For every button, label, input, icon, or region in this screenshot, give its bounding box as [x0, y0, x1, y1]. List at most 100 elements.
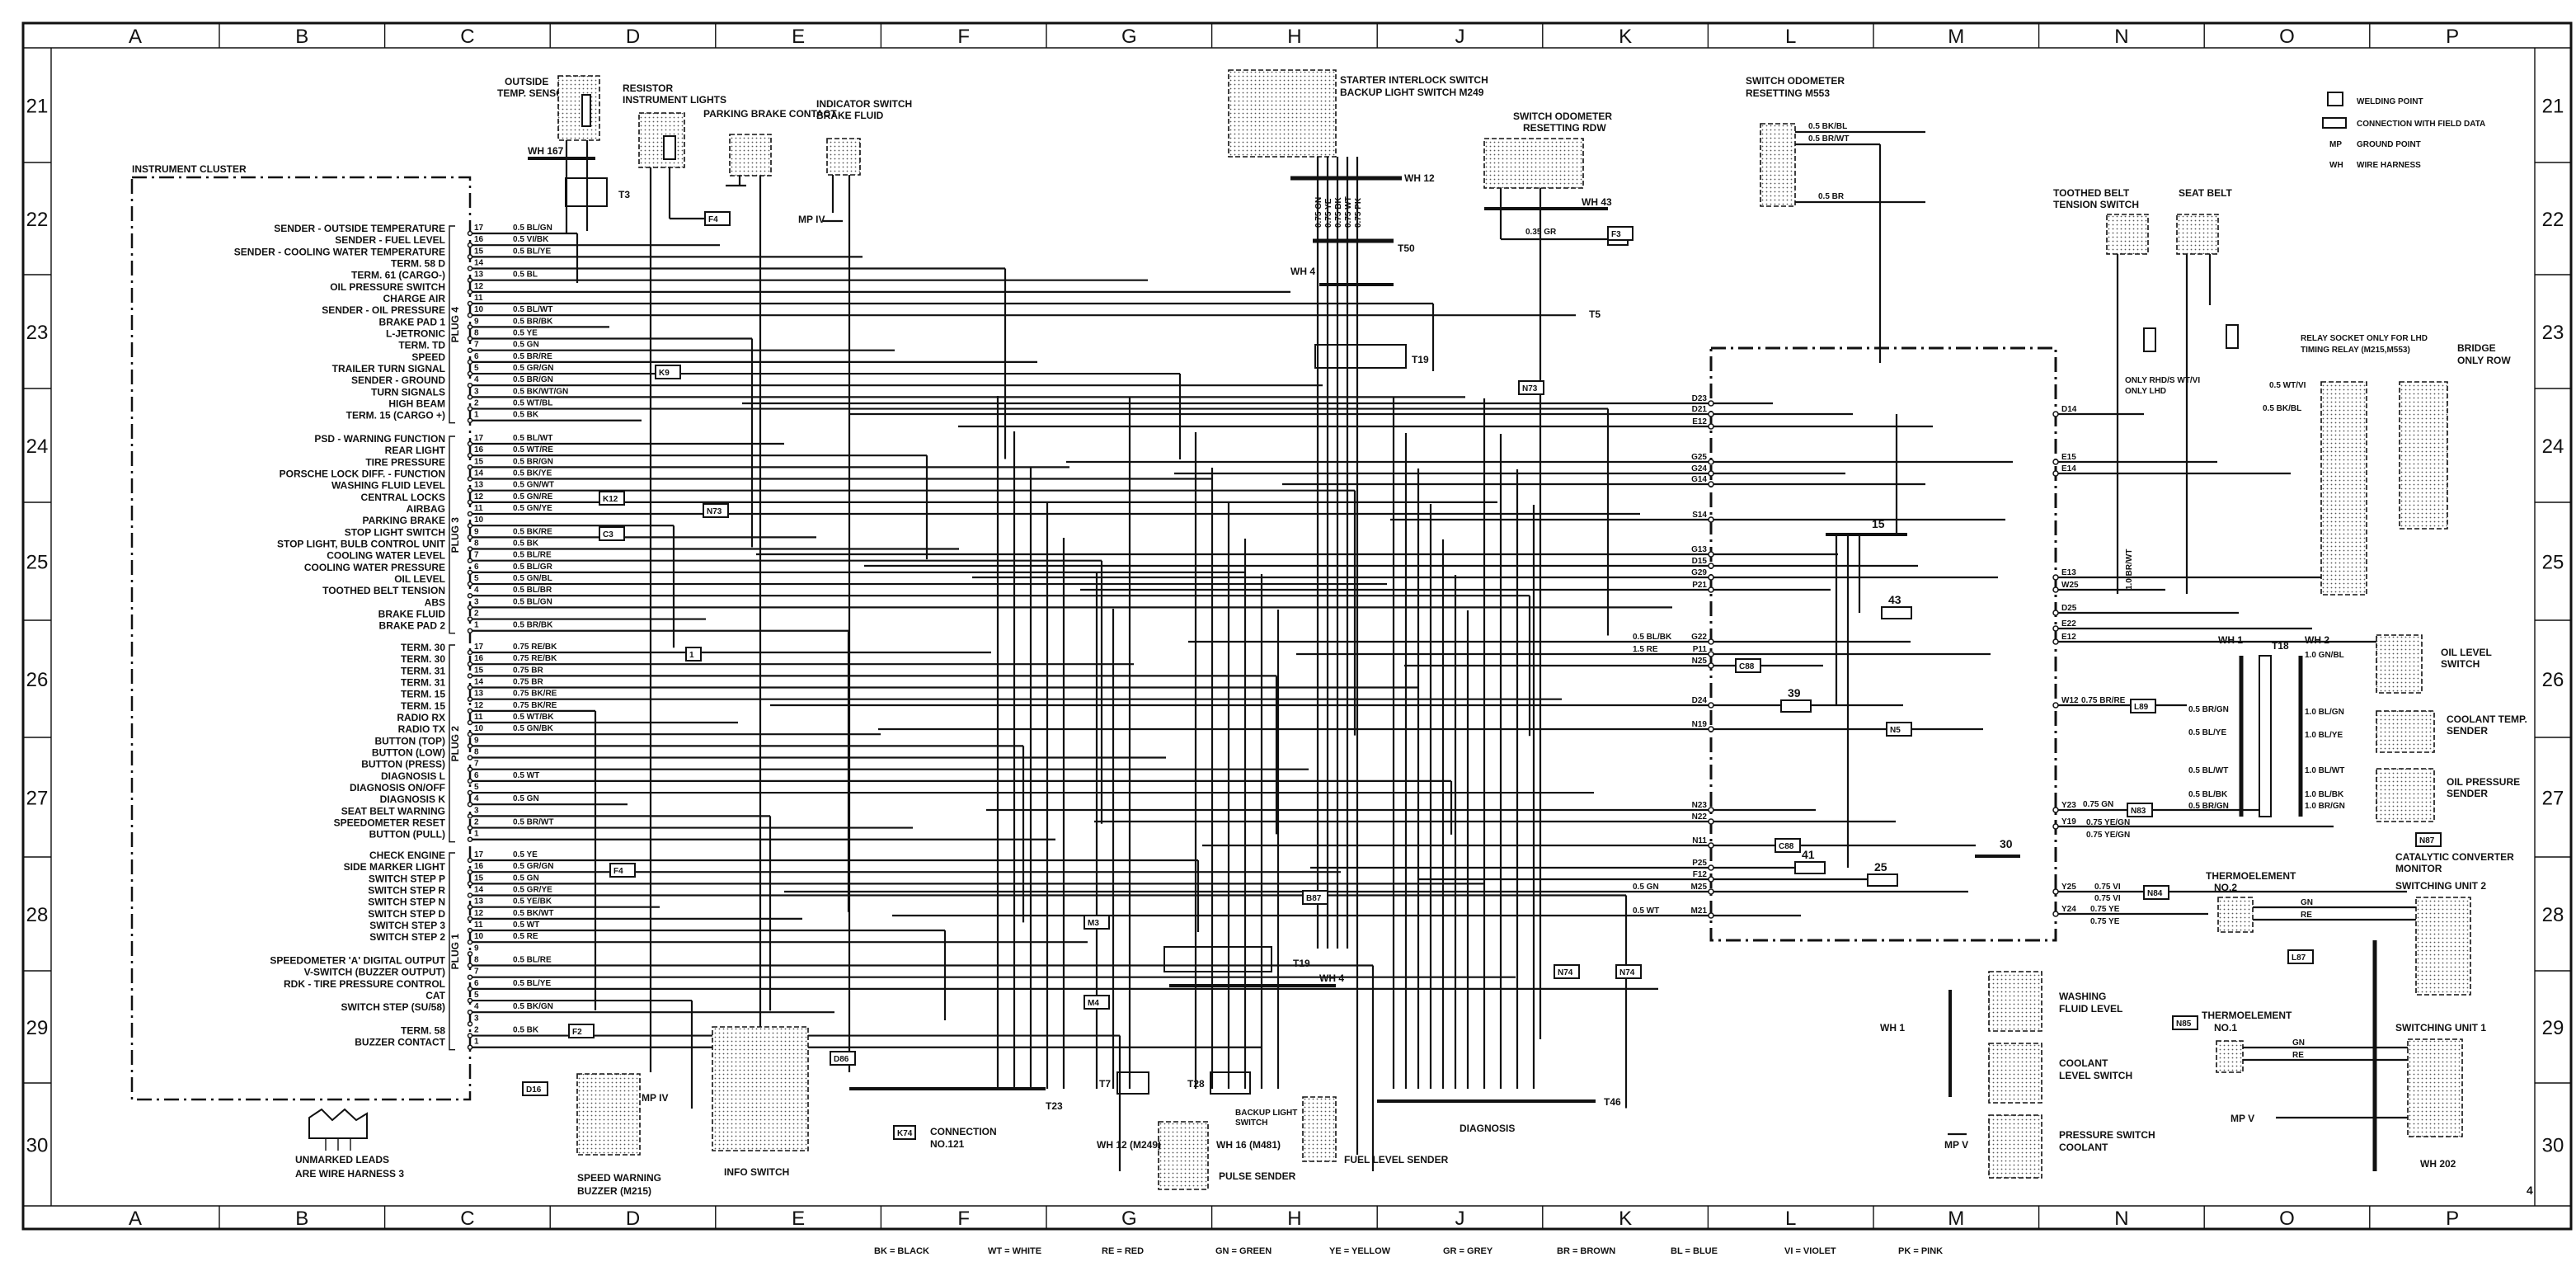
pin-function-label: SWITCH STEP 3 — [369, 920, 445, 931]
cu-pin — [2052, 702, 2059, 709]
pin-number: 5 — [474, 991, 479, 1000]
pin-number: 4 — [474, 794, 479, 803]
outside-temp-sensor: OUTSIDE TEMP. SENSOR WH 167 T3 — [497, 75, 630, 233]
pin-number: 9 — [474, 736, 479, 745]
pin-terminal — [467, 382, 473, 388]
pin-number: 11 — [474, 921, 483, 930]
wire-spec: 0.5 BK/YE — [513, 469, 552, 478]
cluster-pin: ABS 3 0.5 BL/GN — [425, 596, 552, 610]
wire-spec: 0.5 GN/WT — [513, 481, 554, 490]
column-label-o-bottom: O — [2279, 1208, 2295, 1230]
pin-number: 9 — [474, 944, 479, 953]
cu-pin-label: D25 — [2061, 604, 2077, 613]
cu-wire-spec: 1.5 RE — [1633, 645, 1658, 654]
svg-text:1.0 BL/WT: 1.0 BL/WT — [2305, 766, 2344, 775]
pin-number: 12 — [474, 909, 484, 918]
svg-text:41: 41 — [1802, 848, 1815, 861]
pin-terminal — [467, 685, 473, 690]
row-label-30-left: 30 — [26, 1135, 49, 1157]
wire-spec: 0.5 BK — [513, 1026, 539, 1035]
cluster-pin: BRAKE FLUID 2 — [378, 609, 479, 622]
wire-spec: 0.5 BR/WT — [513, 818, 553, 827]
column-label-n-top: N — [2114, 26, 2128, 48]
pin-number: 16 — [474, 445, 484, 454]
svg-text:T19: T19 — [1293, 958, 1310, 969]
svg-text:M3: M3 — [1088, 919, 1099, 928]
cluster-pin: PSD - WARNING FUNCTION 17 0.5 BL/WT — [314, 433, 552, 447]
pin-number: 7 — [474, 551, 479, 560]
cluster-pin: STOP LIGHT SWITCH 9 0.5 BK/RE — [345, 526, 552, 540]
pin-terminal — [467, 661, 473, 667]
wire-spec: 0.75 BR — [513, 666, 543, 675]
pin-function-label: SEAT BELT WARNING — [341, 805, 445, 817]
pin-number: 13 — [474, 897, 484, 906]
marker-c88: C88 — [1735, 658, 1761, 673]
cluster-pin: SPEED 6 0.5 BR/RE — [411, 351, 552, 365]
pin-function-label: OIL PRESSURE SWITCH — [330, 281, 445, 293]
pin-number: 14 — [474, 886, 484, 895]
cu-pin-label: D21 — [1692, 405, 1708, 414]
svg-text:RESETTING M553: RESETTING M553 — [1746, 87, 1830, 99]
cu-pin-label: E14 — [2061, 464, 2076, 473]
wire-spec: 0.5 BK/WT/GN — [513, 387, 568, 396]
svg-text:0.5 BL/BK: 0.5 BL/BK — [2188, 790, 2228, 799]
color-code: GN = GREEN — [1215, 1246, 1272, 1256]
color-code: WT = WHITE — [988, 1246, 1041, 1256]
pin-function-label: BUTTON (LOW) — [372, 747, 445, 759]
svg-text:N5: N5 — [1890, 726, 1901, 735]
pin-terminal — [467, 605, 473, 610]
legend: WELDING POINT CONNECTION WITH FIELD DATA… — [2322, 92, 2485, 170]
cluster-pin: V-SWITCH (BUZZER OUTPUT) 7 — [304, 967, 479, 980]
cluster-pin: DIAGNOSIS ON/OFF 5 — [350, 782, 479, 796]
svg-text:INFO SWITCH: INFO SWITCH — [724, 1166, 789, 1178]
svg-text:0.75 BK: 0.75 BK — [1334, 197, 1343, 228]
cluster-pin: TERM. 31 15 0.75 BR — [401, 665, 543, 679]
pin-number: 1 — [474, 1038, 479, 1047]
pin-number: 8 — [474, 329, 479, 338]
cluster-pin: TERM. 30 17 0.75 RE/BK — [401, 642, 557, 656]
column-label-m-top: M — [1948, 26, 1964, 48]
pin-function-label: TERM. 15 (CARGO +) — [346, 410, 445, 421]
cluster-pin: TERM. 58 2 0.5 BK — [401, 1025, 539, 1038]
cluster-pin: L-JETRONIC 8 0.5 YE — [386, 328, 538, 341]
pin-function-label: SENDER - OIL PRESSURE — [322, 304, 445, 316]
pin-terminal — [467, 464, 473, 470]
column-label-k-bottom: K — [1619, 1208, 1632, 1230]
svg-text:TIMING RELAY (M215,M553): TIMING RELAY (M215,M553) — [2301, 346, 2410, 355]
pin-number: 16 — [474, 654, 484, 663]
row-label-25-left: 25 — [26, 552, 49, 574]
cu-pin-label: N23 — [1692, 801, 1708, 810]
cu-pin-label: G25 — [1691, 453, 1707, 462]
svg-text:RELAY SOCKET ONLY FOR LHD: RELAY SOCKET ONLY FOR LHD — [2301, 334, 2428, 343]
pin-terminal — [467, 452, 473, 459]
wire-spec: 0.5 WT/BL — [513, 399, 552, 408]
pin-function-label: COOLING WATER LEVEL — [327, 550, 445, 562]
cu-pin-label: P21 — [1692, 581, 1707, 590]
cu-pin — [1708, 516, 1714, 523]
marker-b87: B87 — [1302, 890, 1328, 905]
pin-terminal — [467, 927, 473, 934]
wire-spec: 0.5 BK/WT — [513, 909, 553, 918]
plug-name: PLUG 2 — [449, 726, 461, 762]
marker-c3: C3 — [599, 526, 625, 541]
pin-terminal — [467, 904, 473, 910]
column-label-l-bottom: L — [1785, 1208, 1796, 1230]
cu-pin — [1708, 551, 1714, 558]
svg-text:COOLANT TEMP.: COOLANT TEMP. — [2447, 713, 2527, 725]
svg-text:BRIDGE: BRIDGE — [2457, 342, 2496, 354]
svg-text:15: 15 — [1872, 517, 1885, 530]
cluster-pin: OIL LEVEL 5 0.5 GN/BL — [394, 573, 552, 587]
column-label-f-bottom: F — [957, 1208, 970, 1230]
pin-terminal — [467, 916, 473, 922]
wire-spec: 0.5 BK/RE — [513, 527, 552, 536]
cu-pin-label: F12 — [1693, 870, 1708, 879]
cluster-pin: BRAKE PAD 1 9 0.5 BR/BK — [379, 316, 553, 330]
legend-mp-text: GROUND POINT — [2357, 140, 2421, 149]
cu-pin — [1708, 563, 1714, 569]
cu-pin-label: D24 — [1692, 696, 1708, 705]
pin-function-label: CENTRAL LOCKS — [361, 492, 445, 503]
cu-pin — [2052, 586, 2059, 593]
column-label-h-bottom: H — [1287, 1208, 1301, 1230]
pin-terminal — [467, 892, 473, 898]
